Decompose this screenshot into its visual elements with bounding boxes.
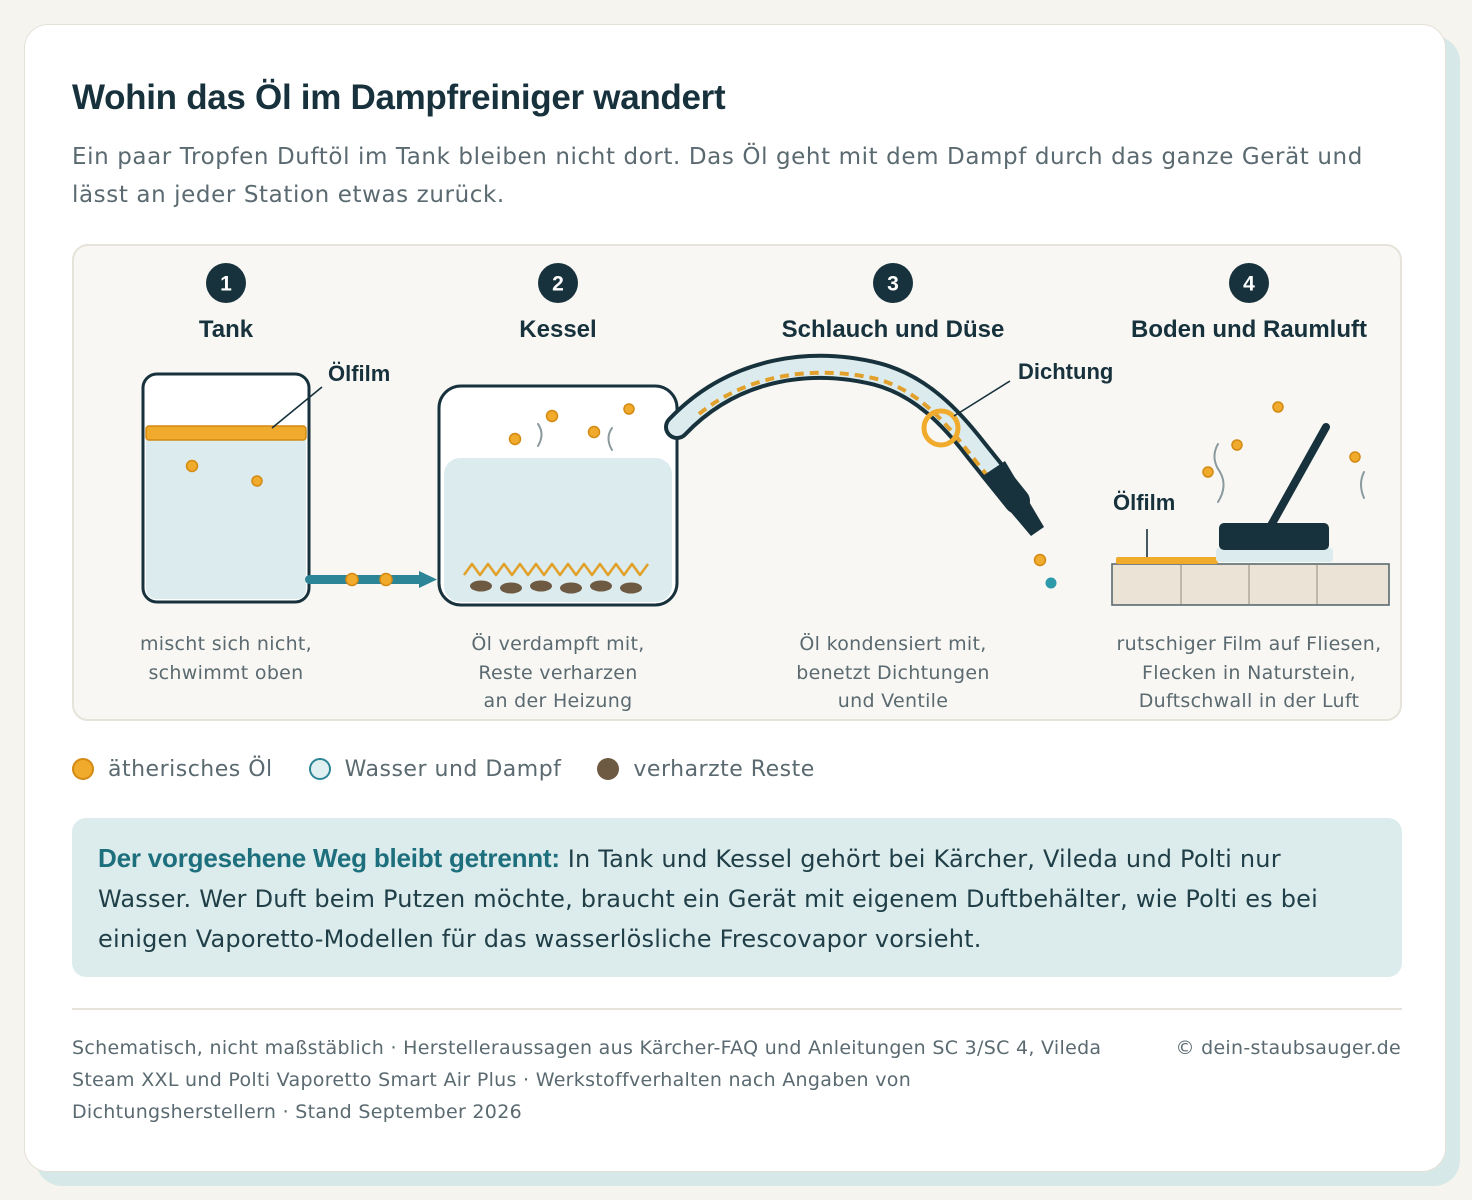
stage-3-description-line: Öl kondensiert mit, bbox=[799, 632, 986, 655]
boiler-water bbox=[444, 458, 672, 602]
floor-tiles bbox=[1111, 563, 1390, 606]
steam-mop-head bbox=[1219, 523, 1329, 550]
flow-diagram: 1 Tank 2 Kessel 3 Schlauch und Düse 4 Bo… bbox=[72, 244, 1402, 721]
footer-copyright: © dein-staubsauger.de bbox=[1175, 1037, 1401, 1059]
feed-pipe-oil-drop bbox=[345, 572, 359, 587]
feed-pipe-line bbox=[305, 575, 425, 584]
stage-2-description: Öl verdampft mit, Reste verharzen an der… bbox=[471, 632, 644, 712]
stage-2-description-line: Öl verdampft mit, bbox=[471, 632, 644, 655]
air-scent-wisp bbox=[1213, 443, 1225, 503]
stage-3-description: Öl kondensiert mit, benetzt Dichtungen u… bbox=[796, 632, 990, 712]
air-scent-wisp bbox=[1360, 471, 1365, 499]
page-subtitle: Ein paar Tropfen Duftöl im Tank bleiben … bbox=[72, 144, 1363, 208]
resin-residue bbox=[530, 580, 552, 592]
stage-1-number-badge bbox=[206, 263, 246, 303]
boiler-steam-wisp bbox=[537, 423, 543, 447]
feed-pipe-oil-drop bbox=[379, 572, 393, 587]
stage-1-number: 1 bbox=[220, 273, 232, 296]
hose-interior bbox=[668, 357, 1026, 510]
seal-ring bbox=[921, 408, 961, 448]
stage-4-number-badge bbox=[1229, 263, 1269, 303]
floor-oil-film bbox=[1116, 557, 1218, 564]
tank-film-leader bbox=[271, 386, 323, 429]
stage-2-header: 2 Kessel bbox=[519, 263, 597, 343]
legend-label: verharzte Reste bbox=[633, 756, 815, 782]
floor-illustration: Ölfilm bbox=[1111, 401, 1390, 606]
page-title: Wohin das Öl im Dampfreiniger wandert bbox=[72, 78, 726, 117]
stage-3-number: 3 bbox=[887, 273, 899, 296]
footer-divider bbox=[72, 1008, 1402, 1010]
stage-4-description-line: Duftschwall in der Luft bbox=[1139, 690, 1360, 712]
stage-2-number-badge bbox=[538, 263, 578, 303]
legend-item-residue: verharzte Reste bbox=[597, 757, 814, 782]
legend-label: ätherisches Öl bbox=[108, 756, 273, 782]
tank-oil-drop bbox=[251, 475, 263, 487]
boiler-illustration bbox=[437, 384, 679, 607]
resin-residue bbox=[590, 580, 612, 592]
stage-1-header: 1 Tank bbox=[199, 263, 254, 343]
legend: ätherisches Öl Wasser und Dampf verharzt… bbox=[72, 752, 851, 786]
stage-3-number-badge bbox=[873, 263, 913, 303]
note-text: In Tank und Kessel gehört bei Kärcher, V… bbox=[98, 845, 1318, 953]
hose-illustration: Dichtung bbox=[664, 353, 1113, 589]
tank-film-label: Ölfilm bbox=[328, 361, 390, 386]
boiler-oil-drop bbox=[587, 425, 601, 439]
footer-sources: Schematisch, nicht maßstäblich · Herstel… bbox=[72, 1037, 1102, 1123]
hose-oil-film bbox=[697, 370, 1004, 496]
stage-1-description: mischt sich nicht, schwimmt oben bbox=[140, 633, 312, 684]
stage-4-description-line: rutschiger Film auf Fliesen, bbox=[1117, 633, 1382, 655]
air-oil-drop bbox=[1349, 451, 1361, 463]
residue-dot-icon bbox=[597, 758, 620, 780]
nozzle bbox=[981, 461, 1044, 536]
tank-oil-film bbox=[145, 425, 307, 441]
stage-1-description-line: mischt sich nicht, bbox=[140, 633, 312, 655]
stage-4-header: 4 Boden und Raumluft bbox=[1131, 263, 1367, 343]
stage-2-description-line: an der Heizung bbox=[484, 690, 633, 712]
heating-coil bbox=[462, 562, 650, 577]
stage-2-description-line: Reste verharzen bbox=[478, 662, 637, 684]
resin-residue bbox=[470, 580, 492, 592]
legend-label: Wasser und Dampf bbox=[344, 756, 562, 782]
stage-4-title: Boden und Raumluft bbox=[1131, 316, 1367, 343]
air-oil-drop bbox=[1202, 466, 1214, 478]
floor-film-label: Ölfilm bbox=[1113, 490, 1175, 515]
nozzle-oil-drop bbox=[1033, 553, 1047, 567]
info-note: Der vorgesehene Weg bleibt getrennt: In … bbox=[72, 818, 1402, 977]
boiler-steam-wisp bbox=[607, 427, 613, 451]
stage-2-number: 2 bbox=[552, 273, 564, 296]
boiler-oil-drop bbox=[545, 409, 559, 423]
steam-mop-pad bbox=[1216, 548, 1333, 562]
air-oil-drop bbox=[1231, 439, 1243, 451]
stage-4-number: 4 bbox=[1243, 273, 1255, 296]
air-oil-drop bbox=[1272, 401, 1284, 413]
water-dot-icon bbox=[308, 758, 331, 780]
stage-3-header: 3 Schlauch und Düse bbox=[782, 263, 1005, 343]
tank-oil-drop bbox=[185, 459, 199, 473]
stage-1-description-line: schwimmt oben bbox=[148, 662, 303, 684]
oil-dot-icon bbox=[72, 758, 94, 780]
stage-3-description-line: und Ventile bbox=[838, 690, 948, 712]
legend-item-water: Wasser und Dampf bbox=[308, 756, 562, 782]
resin-residue bbox=[500, 582, 522, 594]
stage-1-title: Tank bbox=[199, 316, 254, 343]
stage-2-title: Kessel bbox=[519, 316, 596, 343]
stage-4-description-line: Flecken in Naturstein, bbox=[1142, 662, 1356, 684]
tank-water bbox=[146, 432, 306, 599]
steam-mop-handle bbox=[1265, 423, 1330, 533]
legend-item-oil: ätherisches Öl bbox=[72, 757, 273, 782]
resin-residue bbox=[620, 582, 642, 594]
note-lead: Der vorgesehene Weg bleibt getrennt: bbox=[98, 843, 560, 873]
nozzle-water-drop bbox=[1045, 577, 1057, 589]
boiler-oil-drop bbox=[508, 432, 522, 446]
tank-illustration: Ölfilm bbox=[141, 361, 390, 604]
resin-residue bbox=[560, 582, 582, 594]
stage-4-description: rutschiger Film auf Fliesen, Flecken in … bbox=[1117, 633, 1382, 712]
feed-pipe-arrowhead bbox=[419, 571, 437, 588]
boiler-oil-drop bbox=[623, 403, 635, 415]
stage-3-title: Schlauch und Düse bbox=[782, 316, 1005, 343]
seal-label: Dichtung bbox=[1018, 359, 1113, 384]
feed-pipe bbox=[305, 571, 437, 588]
seal-leader bbox=[953, 380, 1011, 417]
stage-3-description-line: benetzt Dichtungen bbox=[796, 662, 990, 684]
